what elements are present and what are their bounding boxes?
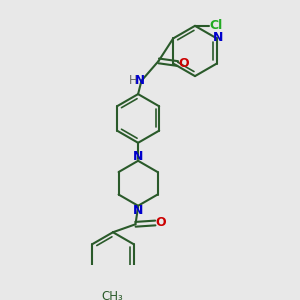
- Text: CH₃: CH₃: [101, 290, 123, 300]
- Text: N: N: [133, 149, 143, 163]
- Text: N: N: [213, 31, 223, 44]
- Text: O: O: [178, 57, 189, 70]
- Text: H: H: [129, 74, 137, 87]
- Text: Cl: Cl: [209, 19, 223, 32]
- Text: O: O: [156, 217, 167, 230]
- Text: N: N: [133, 204, 143, 217]
- Text: N: N: [135, 74, 145, 87]
